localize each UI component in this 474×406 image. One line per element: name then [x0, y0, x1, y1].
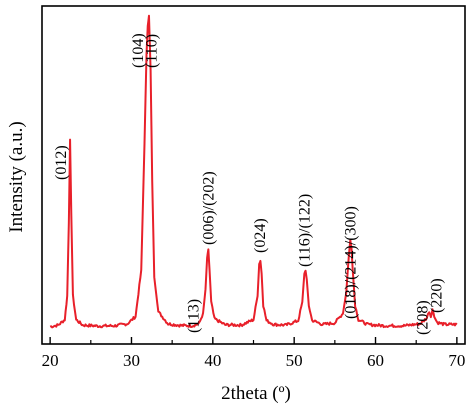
peak-annotation: (208)	[415, 300, 432, 335]
peak-annotation: (110)	[143, 34, 160, 68]
peak-annotation: (024)	[252, 218, 269, 253]
plot-frame	[41, 5, 466, 345]
y-axis-title: Intensity (a.u.)	[6, 121, 27, 232]
x-tick-label: 50	[286, 351, 303, 370]
x-tick-label: 30	[123, 351, 140, 370]
plot-layer: 20 30 40 50 60 70 (012) (104)(110) (113) (006)/(2…	[41, 5, 466, 370]
peak-annotation: (018)/(214)/(300)	[343, 206, 360, 319]
x-tick-label: 60	[367, 351, 384, 370]
x-tick-label: 20	[42, 351, 59, 370]
x-axis-title: 2theta (º)	[221, 383, 291, 404]
x-tick-label: 70	[448, 351, 465, 370]
data-series-line	[49, 14, 458, 329]
peak-annotation: (220)	[429, 278, 446, 313]
x-tick-label: 40	[204, 351, 221, 370]
peak-annotation: (113)	[185, 299, 202, 333]
peak-annotation: (012)	[53, 145, 70, 180]
peak-annotation: (006)/(202)	[200, 171, 217, 245]
peak-annotation: (116)/(122)	[297, 194, 314, 267]
peak-annotation: (104)	[130, 33, 147, 68]
